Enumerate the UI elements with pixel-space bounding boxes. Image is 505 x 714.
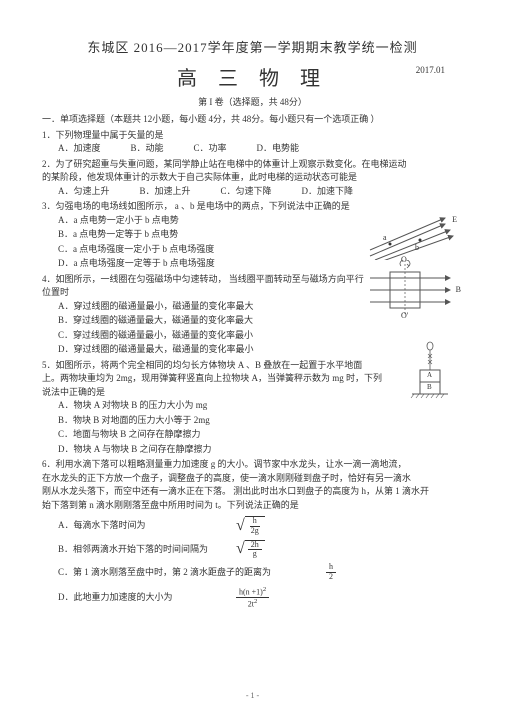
q6-line4: 始下落到第 n 滴水刚刚落至盘中所用时间为 t。下列说法正确的是 (42, 499, 463, 513)
q6-line2: 在水龙头的正下方放一个盘子，调整盘子的高度，使一滴水刚刚碰到盘子时，恰好有另一滴… (42, 472, 463, 486)
q4-coil-diagram: O O' B (365, 260, 455, 320)
label-b: b (415, 242, 419, 254)
q6-opt-a: A．每滴水下落时间为 (58, 519, 228, 533)
q4-opt-d: D．穿过线圈的磁通量最大，磁通量的变化率最小 (58, 343, 463, 357)
label-B: B (456, 284, 461, 296)
q5-line1: 5．如图所示，将两个完全相同的均匀长方体物块 A 、B 叠放在一起置于水平地面 (42, 359, 463, 373)
part-label: 第 I 卷（选择题，共 48分） (42, 96, 463, 110)
q4-opt-c: C．穿过线圈的磁通量最小，磁通量的变化率最小 (58, 329, 463, 343)
label-O: O (401, 254, 407, 266)
question-6: 6．利用水滴下落可以粗略测量重力加速度 g 的大小。调节家中水龙头，让水一滴一滴… (42, 458, 463, 610)
q5-line2: 上。两物块重均为 2mg，现用弹簧秤竖直向上拉物块 A，当弹簧秤示数为 mg 时… (42, 372, 463, 386)
q2-opt-b: B．加速上升 (140, 185, 191, 199)
q5-blocks-diagram: A B (410, 340, 450, 400)
q6-line3: 刚从水龙头落下，而空中还有一滴水正在下落。 测出此时出水口到盘子的高度为 h，从… (42, 485, 463, 499)
exam-page: 东城区 2016—2017学年度第一学期期末教学统一检测 高 三 物 理 201… (0, 0, 505, 714)
q1-stem: 1．下列物理量中属于矢量的是 (42, 129, 463, 143)
field-lines-svg (365, 210, 455, 260)
q2-opt-a: A．匀速上升 (58, 185, 110, 199)
q6-formula-d: h(n +1)2 2t2 (236, 586, 269, 610)
q5-line3: 说法中正确的是 (42, 386, 463, 400)
q6-opt-d: D．此地重力加速度的大小为 (58, 591, 228, 605)
q2-opt-c: C．匀速下降 (221, 185, 272, 199)
q5-opt-d: D．物块 A 与物块 B 之间存在静摩擦力 (58, 443, 463, 457)
q6-opt-a-row: A．每滴水下落时间为 √ h2g (42, 516, 463, 536)
q2-options: A．匀速上升 B．加速上升 C．匀速下降 D．加速下降 (42, 185, 463, 199)
q1-opt-b: B．动能 (131, 142, 164, 156)
label-block-A: A (427, 370, 432, 381)
q5-opt-c: C．地面与物块 B 之间存在静摩擦力 (58, 428, 463, 442)
q6-opt-c: C．第 1 滴水刚落至盘中时，第 2 滴水距盘子的距离为 (58, 566, 318, 580)
q6-opt-c-row: C．第 1 滴水刚落至盘中时，第 2 滴水距盘子的距离为 h2 (42, 563, 463, 582)
question-1: 1．下列物理量中属于矢量的是 A．加速度 B．动能 C．功率 D．电势能 (42, 129, 463, 156)
q1-opt-a: A．加速度 (58, 142, 101, 156)
q1-opt-d: D．电势能 (257, 142, 300, 156)
q6-opt-b-row: B．相邻两滴水开始下落的时间间隔为 √ 2hg (42, 540, 463, 560)
q2-opt-d: D．加速下降 (302, 185, 354, 199)
q6-formula-c: h2 (326, 563, 336, 582)
subject-row: 高 三 物 理 2017.01 (42, 64, 463, 94)
subject-title: 高 三 物 理 (177, 64, 328, 94)
main-title: 东城区 2016—2017学年度第一学期期末教学统一检测 (42, 38, 463, 58)
label-Oprime: O' (401, 310, 408, 322)
label-block-B: B (427, 382, 432, 393)
q1-opt-c: C．功率 (194, 142, 227, 156)
section-1-head: 一．单项选择题（本题共 12小题，每小题 4分，共 48分。每小题只有一个选项正… (42, 113, 463, 127)
coil-svg (365, 260, 455, 320)
question-2: 2．为了研究超重与失重问题，某同学静止站在电梯中的体重计上观察示数变化。在电梯运… (42, 158, 463, 199)
q6-line1: 6．利用水滴下落可以粗略测量重力加速度 g 的大小。调节家中水龙头，让水一滴一滴… (42, 458, 463, 472)
label-a: a (383, 232, 387, 244)
exam-date: 2017.01 (416, 64, 445, 78)
q3-field-diagram: E a b (365, 210, 455, 260)
q2-line2: 的某阶段，他发现体重计的示数大于自己实际体重，此时电梯的运动状态可能是 (42, 171, 463, 185)
q6-formula-b: √ 2hg (236, 540, 265, 560)
q5-options: A．物块 A 对物块 B 的压力大小为 mg B．物块 B 对地面的压力大小等于… (42, 399, 463, 456)
q5-opt-a: A．物块 A 对物块 B 的压力大小为 mg (58, 399, 463, 413)
q2-line1: 2．为了研究超重与失重问题，某同学静止站在电梯中的体重计上观察示数变化。在电梯运… (42, 158, 463, 172)
q6-formula-a: √ h2g (236, 516, 265, 536)
q5-opt-b: B．物块 B 对地面的压力大小等于 2mg (58, 414, 463, 428)
question-5: 5．如图所示，将两个完全相同的均匀长方体物块 A 、B 叠放在一起置于水平地面 … (42, 359, 463, 457)
q6-opt-b: B．相邻两滴水开始下落的时间间隔为 (58, 543, 228, 557)
q1-options: A．加速度 B．动能 C．功率 D．电势能 (42, 142, 463, 156)
q6-opt-d-row: D．此地重力加速度的大小为 h(n +1)2 2t2 (42, 586, 463, 610)
page-number: - 1 - (0, 690, 505, 702)
label-E: E (452, 214, 457, 226)
